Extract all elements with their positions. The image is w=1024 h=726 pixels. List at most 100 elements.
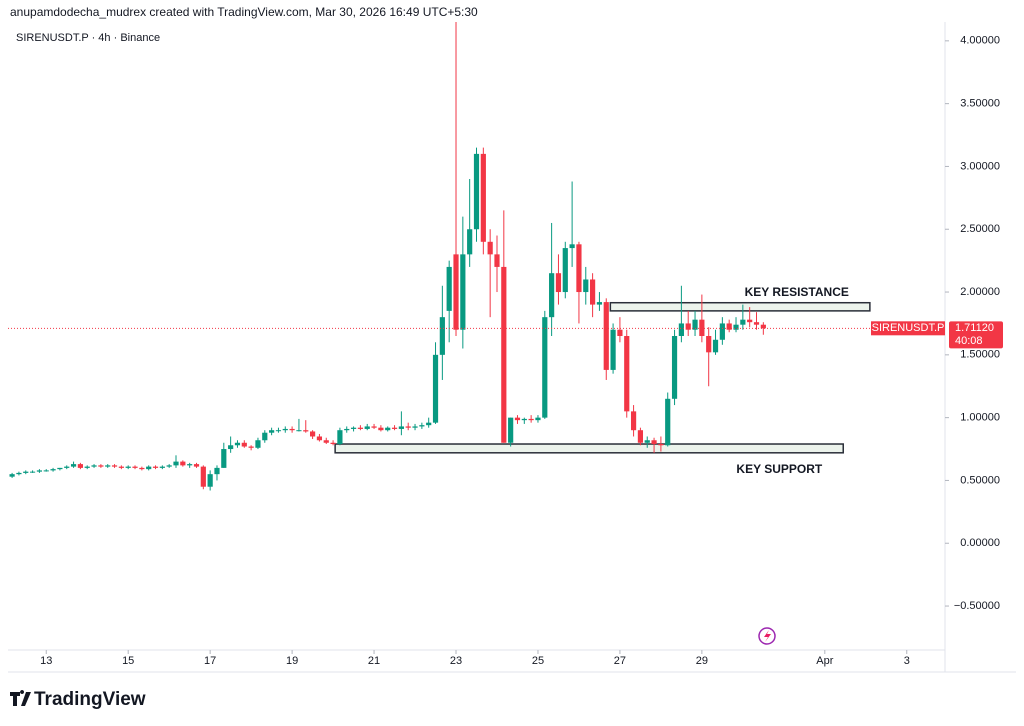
credit: anupamdodecha_mudrex created with Tradin… <box>10 5 478 19</box>
candle-body <box>221 449 227 468</box>
candle-body <box>36 470 43 472</box>
candle-body <box>405 426 411 428</box>
candle-body <box>719 323 725 340</box>
candle-body <box>139 467 145 470</box>
candle-body <box>282 428 288 431</box>
candle-body <box>590 279 596 305</box>
candle-body <box>555 273 562 293</box>
candle-body <box>596 302 603 305</box>
x-tick-label: 13 <box>40 655 52 667</box>
candle-body <box>309 431 316 437</box>
candle-body <box>255 440 261 448</box>
candle-body <box>275 430 282 432</box>
candle-body <box>733 324 739 330</box>
candle-body <box>473 153 480 230</box>
candle-body <box>747 319 753 323</box>
candle-body <box>77 464 83 468</box>
candle-body <box>630 411 637 431</box>
zone <box>609 301 871 312</box>
y-tick-label: 3.50000 <box>960 98 1000 110</box>
candle-body <box>494 254 500 267</box>
candle-body <box>753 322 760 325</box>
candle-body <box>50 469 56 471</box>
y-tick-label: 1.00000 <box>960 412 1000 424</box>
candle-body <box>193 464 200 467</box>
candle-body <box>671 336 678 399</box>
candle-body <box>344 428 350 431</box>
candle-body <box>432 354 439 423</box>
candle-body <box>180 461 186 466</box>
candle-body <box>296 430 302 432</box>
candle-body <box>712 339 719 353</box>
candle-body <box>64 466 70 468</box>
y-tick-label: 4.00000 <box>960 35 1000 47</box>
candle-body <box>412 426 418 428</box>
candle-body <box>289 428 295 431</box>
candle-body <box>152 466 159 468</box>
x-tick-label: 23 <box>450 655 462 667</box>
candle-body <box>200 466 206 487</box>
candle-body <box>576 244 582 293</box>
candle-body <box>91 465 97 467</box>
candle-body <box>637 430 644 443</box>
candle-body <box>323 440 329 443</box>
candle-body <box>262 432 268 441</box>
x-tick-label: Apr <box>816 655 833 667</box>
candle-body <box>460 254 466 330</box>
candle-body <box>426 422 432 426</box>
candle-body <box>111 465 118 467</box>
price-label: 1.71120 <box>955 322 994 334</box>
x-tick-label: 29 <box>696 655 708 667</box>
candle-body <box>603 302 609 370</box>
event-icon <box>758 627 776 645</box>
candle-body <box>132 466 138 468</box>
candle-body <box>508 417 514 443</box>
candle-body <box>364 426 370 429</box>
candle-body <box>391 427 398 429</box>
candle-body <box>118 466 124 468</box>
candle-body <box>521 418 527 421</box>
candle-body <box>173 461 179 466</box>
candle-body <box>665 398 671 446</box>
x-tick-label: 19 <box>286 655 298 667</box>
zone-label: KEY SUPPORT <box>736 462 822 476</box>
candle-body <box>29 471 36 473</box>
zone-label: KEY RESISTANCE <box>745 285 849 299</box>
countdown: 40:08 <box>955 335 983 347</box>
candle-body <box>23 471 29 473</box>
candle-body <box>330 442 336 445</box>
candle-body <box>105 465 111 467</box>
candle-body <box>357 427 363 429</box>
candle-body <box>487 241 493 255</box>
candle-body <box>337 430 343 445</box>
candle-body <box>583 279 589 293</box>
candle-body <box>371 426 377 428</box>
candle-body <box>350 427 357 429</box>
y-tick-label: 0.50000 <box>960 474 1000 486</box>
candle-body <box>528 418 534 421</box>
brand: TradingView <box>34 689 146 710</box>
candle-body <box>43 470 49 472</box>
candle-body <box>651 440 657 445</box>
candle-body <box>398 426 404 429</box>
candle-body <box>248 446 254 448</box>
candle-body <box>57 467 63 470</box>
candle-body <box>207 474 213 487</box>
candle-body <box>760 324 766 329</box>
candle-body <box>378 427 384 431</box>
candle-body <box>9 474 15 477</box>
candle-body <box>419 425 425 427</box>
y-tick-label: 0.00000 <box>960 537 1000 549</box>
candle-body <box>146 466 152 470</box>
x-tick-label: 3 <box>904 655 910 667</box>
price-tag <box>949 321 1003 349</box>
y-tick-label: 2.00000 <box>960 286 1000 298</box>
candle-body <box>467 229 473 255</box>
candle-body <box>480 153 486 242</box>
candle-body <box>644 440 650 443</box>
candle-body <box>228 445 234 450</box>
candle-body <box>706 336 712 353</box>
y-tick-label: 2.50000 <box>960 223 1000 235</box>
candle-body <box>678 323 684 336</box>
x-tick-label: 25 <box>532 655 544 667</box>
